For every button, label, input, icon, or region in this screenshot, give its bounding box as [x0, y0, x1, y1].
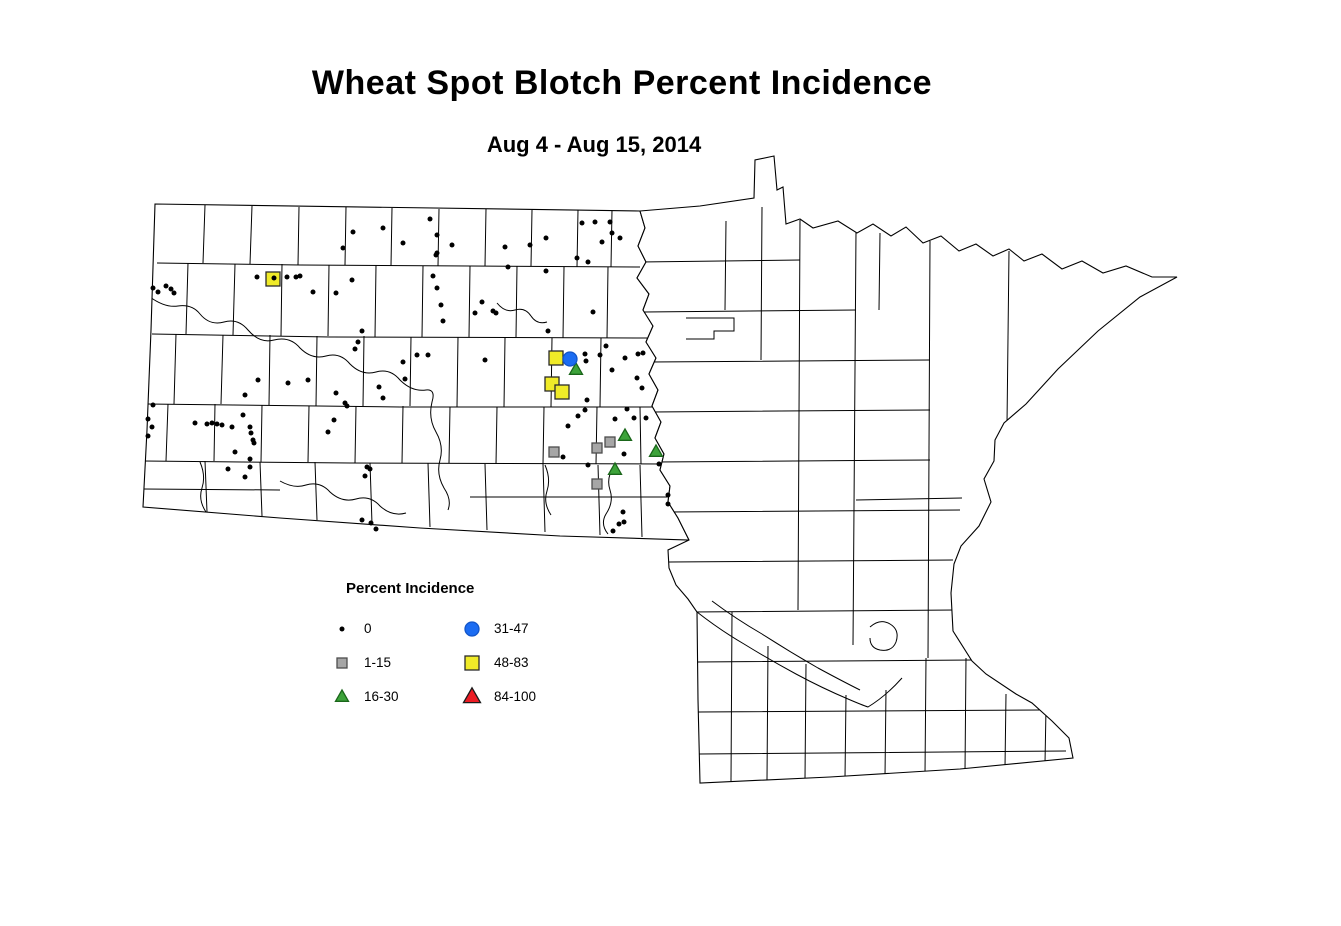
page-title: Wheat Spot Blotch Percent Incidence [311, 64, 933, 102]
legend-item-label: 84-100 [494, 688, 537, 704]
legend-title: Percent Incidence [346, 580, 475, 597]
legend-item-label: 48-83 [494, 654, 529, 670]
marker-group-16-30 [568, 361, 664, 475]
north-dakota-state [142, 203, 690, 541]
devils-lake-line [496, 302, 548, 324]
legend-grid: 0 1-15 16-30 31-47 48-83 84-100 [330, 611, 590, 713]
marker-group-48-83 [265, 271, 570, 400]
minnesota-state [636, 155, 1178, 784]
legend-item-3: 31-47 [460, 611, 590, 645]
legend: Percent Incidence 0 1-15 16-30 31-47 48-… [330, 580, 590, 713]
red-lake-notch-line [686, 317, 735, 340]
legend-item-2: 16-30 [330, 679, 460, 713]
legend-item-label: 31-47 [494, 620, 529, 636]
yellow-square-swatch-icon [464, 655, 480, 671]
gray-square-swatch-icon [336, 657, 348, 669]
legend-item-4: 48-83 [460, 645, 590, 679]
marker-group-0 [145, 216, 671, 534]
marker-group-31-47 [562, 351, 578, 367]
legend-item-label: 16-30 [364, 688, 399, 704]
minnesota-river-line [696, 611, 903, 708]
legend-item-label: 0 [364, 620, 372, 636]
dot-swatch-icon [339, 626, 345, 632]
marker-group-1-15 [548, 436, 616, 490]
missouri-river-line [149, 296, 450, 511]
incidence-markers [145, 216, 671, 534]
minnesota-county-lines [639, 206, 1067, 782]
legend-item-5: 84-100 [460, 679, 590, 713]
page-subtitle: Aug 4 - Aug 15, 2014 [486, 132, 702, 157]
green-triangle-swatch-icon [334, 688, 350, 702]
legend-item-0: 0 [330, 611, 460, 645]
blue-circle-swatch-icon [464, 621, 480, 637]
north-dakota-county-lines [143, 204, 689, 538]
legend-item-label: 1-15 [364, 654, 392, 670]
legend-item-1: 1-15 [330, 645, 460, 679]
red-triangle-swatch-icon [462, 686, 482, 704]
